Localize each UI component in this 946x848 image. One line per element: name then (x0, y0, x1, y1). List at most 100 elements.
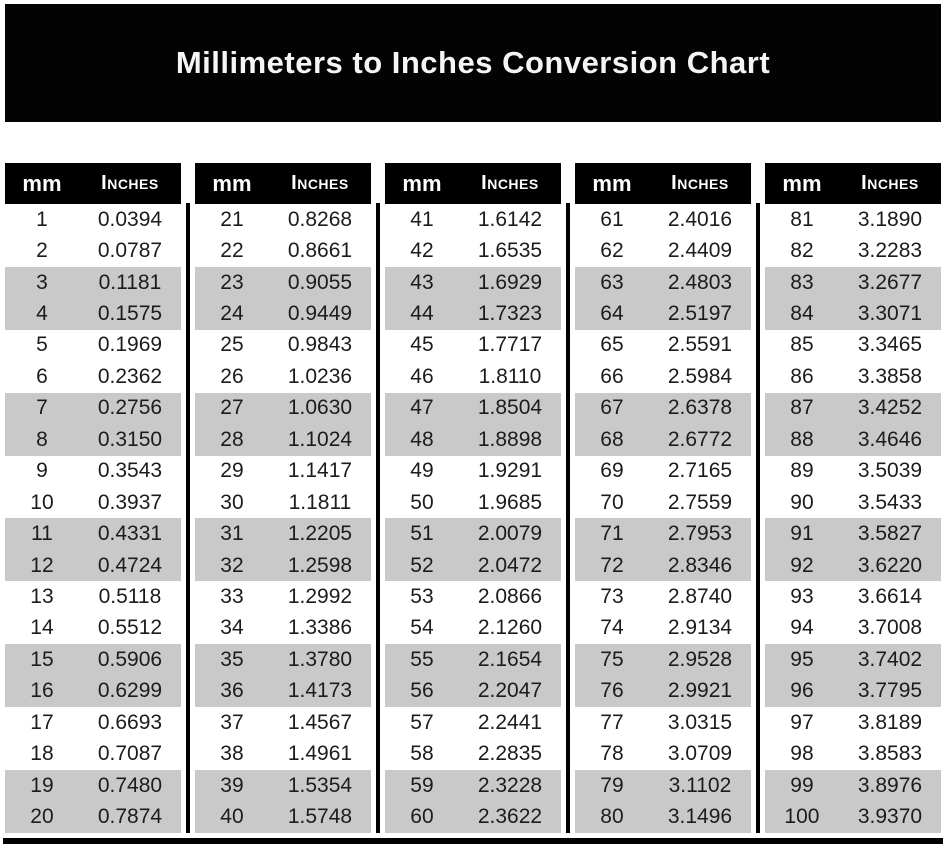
mm-value: 48 (410, 427, 434, 451)
table-row: 6 0.2362 (5, 361, 181, 393)
table-row: 48 1.8898 (385, 424, 561, 456)
mm-value: 70 (600, 490, 624, 514)
mm-value: 100 (784, 805, 820, 829)
table-row: 58 2.2835 (385, 738, 561, 770)
table-row: 20 0.7874 (5, 801, 181, 833)
inches-value: 0.7874 (97, 805, 163, 829)
table-row: 8 0.3150 (5, 424, 181, 456)
table-row: 100 3.9370 (765, 801, 941, 833)
table-row: 55 2.1654 (385, 644, 561, 676)
inches-value: 1.6929 (477, 270, 543, 294)
table-row: 29 1.1417 (195, 455, 371, 487)
mm-value: 83 (790, 270, 814, 294)
mm-value: 99 (790, 773, 814, 797)
table-row: 67 2.6378 (575, 392, 751, 425)
inches-value: 2.2441 (477, 710, 543, 734)
table-row: 82 3.2283 (765, 235, 941, 267)
mm-value: 84 (790, 302, 814, 326)
table-row: 80 3.1496 (575, 801, 751, 833)
conversion-table: mm Inches 1 0.0394 2 0.0787 3 0.1181 4 0… (0, 163, 946, 833)
inches-value: 2.9921 (667, 679, 733, 703)
mm-value: 86 (790, 364, 814, 388)
table-row: 74 2.9134 (575, 612, 751, 645)
mm-value: 26 (220, 364, 244, 388)
inches-value: 1.5748 (287, 805, 353, 829)
mm-value: 85 (790, 333, 814, 357)
inches-value: 0.0394 (97, 207, 163, 231)
inches-value: 1.8898 (477, 427, 543, 451)
table-row: 27 1.0630 (195, 392, 371, 425)
inches-value: 0.6299 (97, 679, 163, 703)
table-row: 64 2.5197 (575, 298, 751, 330)
table-row: 78 3.0709 (575, 738, 751, 770)
inches-value: 2.0472 (477, 553, 543, 577)
table-row: 43 1.6929 (385, 266, 561, 299)
inches-value: 3.5433 (857, 490, 923, 514)
table-row: 39 1.5354 (195, 769, 371, 802)
inches-value: 0.1969 (97, 333, 163, 357)
inches-value: 0.8268 (287, 207, 353, 231)
table-row: 93 3.6614 (765, 581, 941, 613)
mm-value: 68 (600, 427, 624, 451)
mm-value: 7 (36, 396, 48, 420)
table-row: 68 2.6772 (575, 424, 751, 456)
inches-value: 2.0079 (477, 522, 543, 546)
inches-value: 3.3071 (857, 302, 923, 326)
header-mm: mm (212, 170, 252, 196)
inches-value: 3.8976 (857, 773, 923, 797)
inches-value: 3.0315 (667, 710, 733, 734)
mm-value: 78 (600, 742, 624, 766)
table-column-group: mm Inches 41 1.6142 42 1.6535 43 1.6929 … (385, 163, 561, 833)
inches-value: 2.0866 (477, 584, 543, 608)
inches-value: 3.4646 (857, 427, 923, 451)
inches-value: 2.6772 (667, 427, 733, 451)
mm-value: 66 (600, 364, 624, 388)
table-row: 89 3.5039 (765, 455, 941, 487)
mm-value: 62 (600, 239, 624, 263)
table-row: 88 3.4646 (765, 424, 941, 456)
mm-value: 82 (790, 239, 814, 263)
inches-value: 1.2992 (287, 584, 353, 608)
table-row: 15 0.5906 (5, 644, 181, 676)
mm-value: 8 (36, 427, 48, 451)
inches-value: 2.5984 (667, 364, 733, 388)
table-row: 84 3.3071 (765, 298, 941, 330)
table-column-group: mm Inches 1 0.0394 2 0.0787 3 0.1181 4 0… (5, 163, 181, 833)
inches-value: 3.1102 (668, 773, 732, 797)
inches-value: 2.7165 (667, 459, 733, 483)
table-row: 94 3.7008 (765, 612, 941, 645)
mm-value: 24 (220, 302, 244, 326)
table-row: 85 3.3465 (765, 329, 941, 362)
table-row: 56 2.2047 (385, 675, 561, 707)
inches-value: 1.9685 (477, 490, 543, 514)
inches-value: 3.1496 (667, 805, 733, 829)
table-row: 92 3.6220 (765, 549, 941, 582)
inches-value: 1.5354 (287, 773, 353, 797)
inches-value: 1.3386 (287, 616, 353, 640)
mm-value: 18 (30, 742, 54, 766)
table-row: 41 1.6142 (385, 204, 561, 236)
table-row: 22 0.8661 (195, 235, 371, 267)
mm-value: 92 (790, 553, 814, 577)
mm-value: 39 (220, 773, 244, 797)
mm-value: 46 (410, 364, 434, 388)
header-mm: mm (402, 170, 442, 196)
inches-value: 2.6378 (667, 396, 733, 420)
header-mm: mm (22, 170, 62, 196)
table-row: 38 1.4961 (195, 738, 371, 770)
mm-value: 1 (36, 207, 48, 231)
mm-value: 21 (220, 207, 244, 231)
table-row: 77 3.0315 (575, 707, 751, 739)
inches-value: 3.8189 (857, 710, 923, 734)
inches-value: 1.1811 (288, 490, 352, 514)
table-row: 53 2.0866 (385, 581, 561, 613)
mm-value: 98 (790, 742, 814, 766)
inches-value: 2.1654 (477, 647, 543, 671)
table-row: 36 1.4173 (195, 675, 371, 707)
mm-value: 94 (790, 616, 814, 640)
inches-value: 1.8504 (477, 396, 543, 420)
mm-value: 23 (220, 270, 244, 294)
inches-value: 1.1024 (287, 427, 353, 451)
inches-value: 1.4173 (287, 679, 353, 703)
column-divider-line (376, 203, 380, 833)
